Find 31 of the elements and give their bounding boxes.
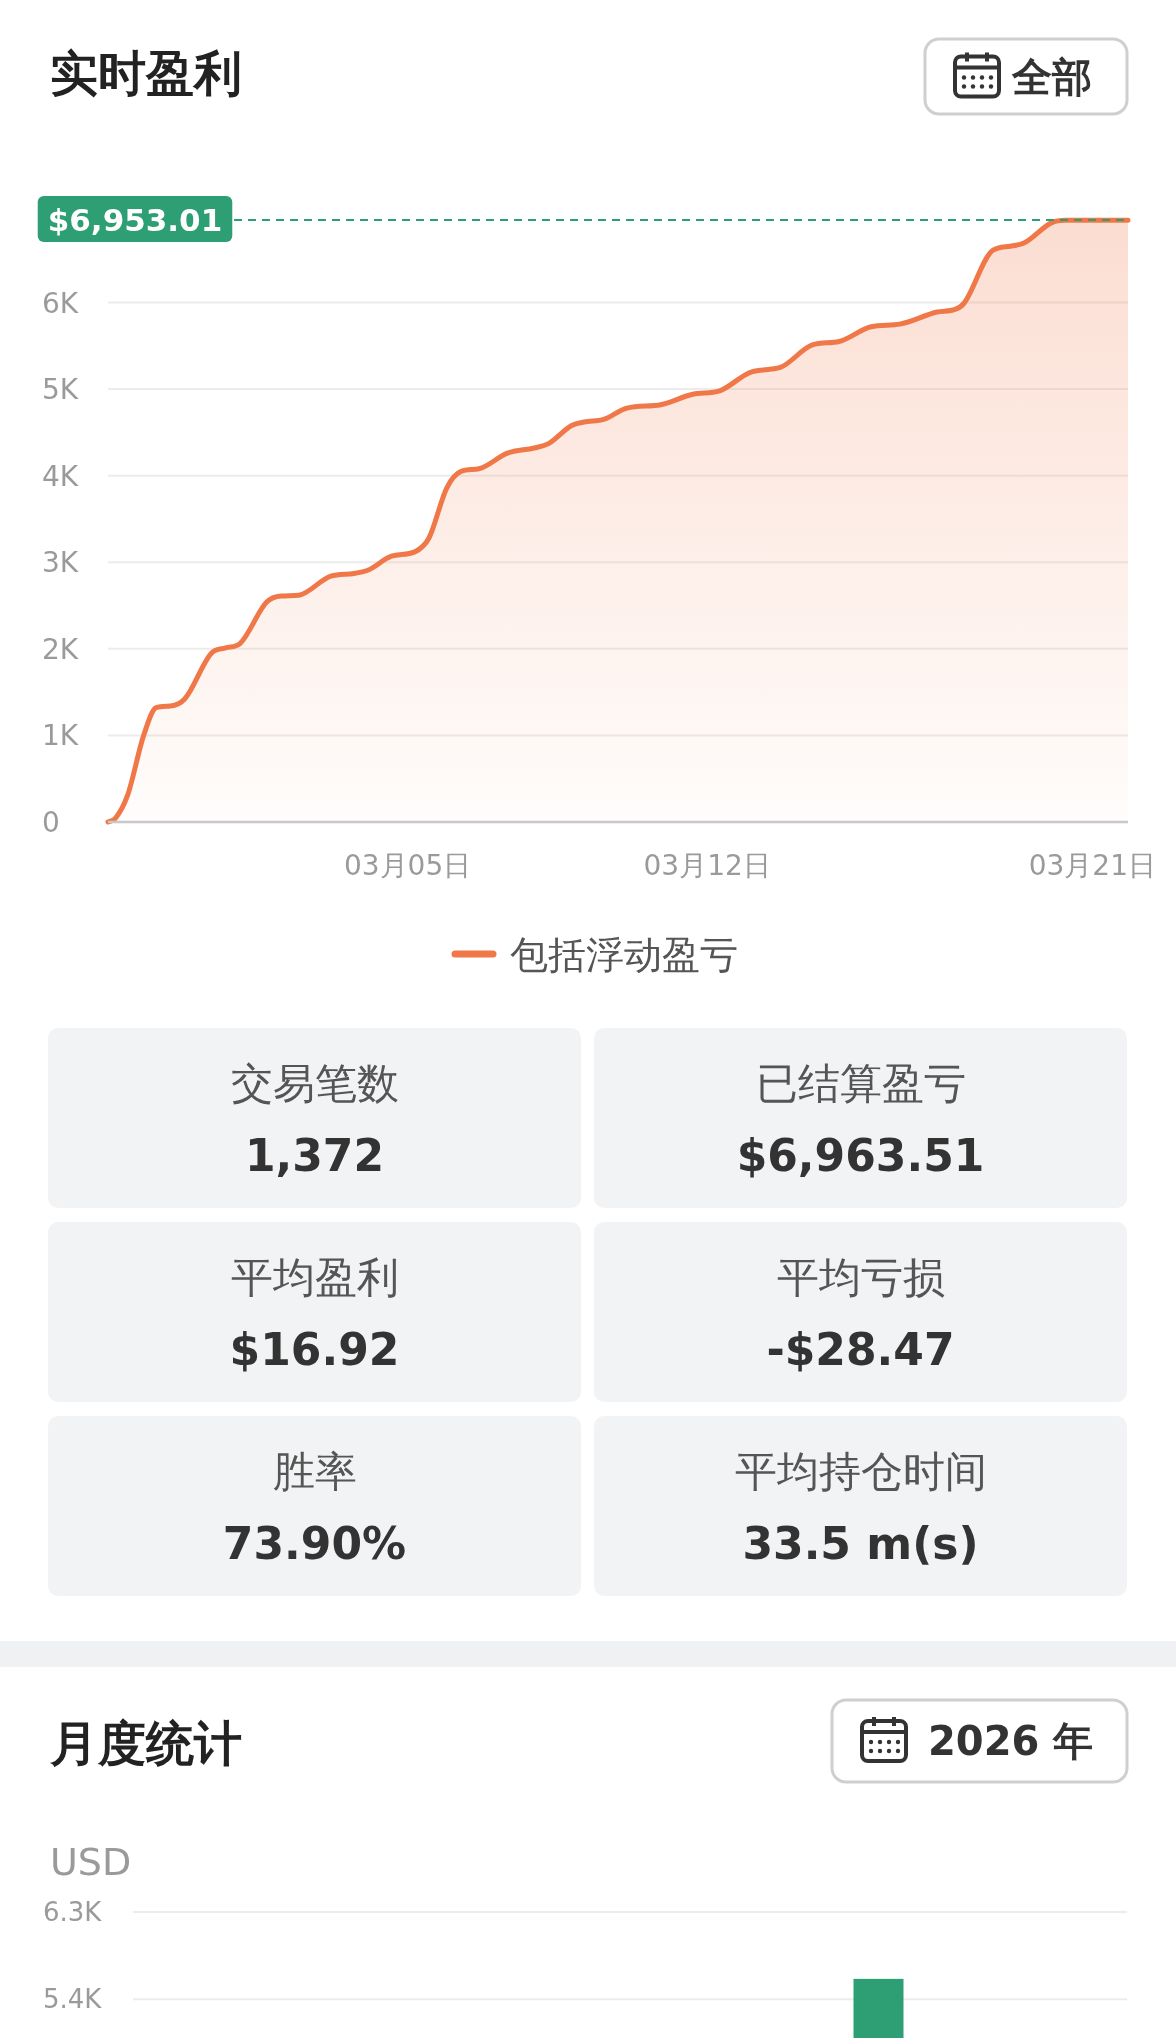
text: 已结算盈亏 <box>755 1059 966 1108</box>
text: 平均盈利 <box>230 1253 399 1302</box>
text: 交易笔数 <box>230 1059 399 1108</box>
text: 平均亏损 <box>776 1253 945 1302</box>
y-tick-label: 6.3K <box>43 1897 103 1927</box>
y-tick-label: 0 <box>42 806 60 839</box>
x-tick-label: 03月05日 <box>343 849 472 882</box>
text: 2026 年 <box>928 1718 1094 1764</box>
x-tick-label: 03月12日 <box>643 849 771 882</box>
text: 胜率 <box>272 1447 357 1496</box>
y-tick-label: 3K <box>42 546 79 580</box>
legend-label: 包括浮动盈亏 <box>510 933 738 977</box>
y-tick-label: 1K <box>42 719 79 753</box>
y-tick-label: 6K <box>42 286 79 320</box>
y-tick-label: 5.4K <box>43 1984 103 2015</box>
text: 1,372 <box>244 1130 385 1181</box>
y-tick-label: 5K <box>42 373 79 407</box>
y-tick-label: 4K <box>42 459 79 493</box>
text: 全部 <box>1011 53 1092 100</box>
chart-title: 月度统计 <box>49 1715 242 1771</box>
text: 33.5 m(s) <box>742 1518 979 1569</box>
text: $16.92 <box>229 1324 400 1375</box>
y-axis-title: USD <box>50 1840 132 1884</box>
text: $6,963.51 <box>736 1130 985 1181</box>
y-tick-label: 2K <box>42 632 79 666</box>
text: 73.90% <box>222 1518 407 1569</box>
text: 平均持仓时间 <box>734 1447 987 1496</box>
ref-line-label: $6,953.01 <box>47 202 223 238</box>
text: -$28.47 <box>766 1324 955 1375</box>
chart-title: 实时盈利 <box>50 45 242 101</box>
x-tick-label: 03月21日 <box>1028 849 1156 882</box>
